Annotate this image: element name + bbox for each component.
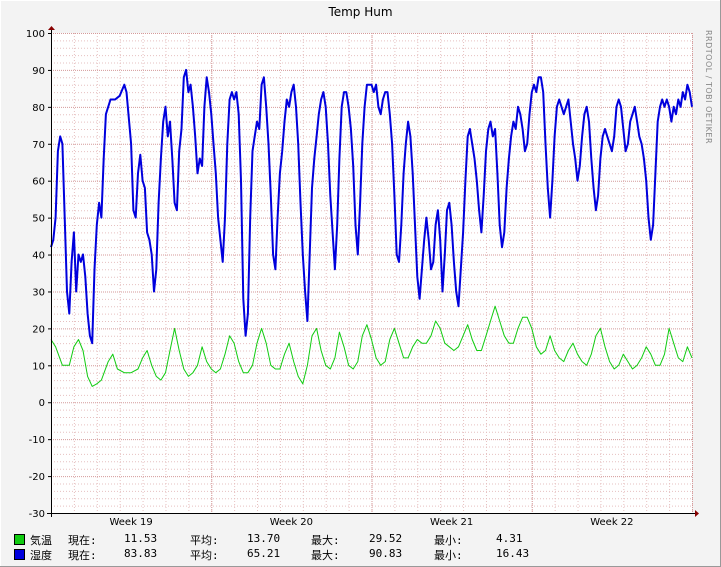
legend-swatch-temp <box>14 534 25 545</box>
watermark: RRDTOOL / TOBI OETIKER <box>704 30 713 145</box>
y-tick-label: 50 <box>32 214 45 225</box>
legend-now-value: 83.83 <box>124 547 158 560</box>
y-tick-label: 60 <box>32 177 45 188</box>
series-line-hum <box>50 68 693 345</box>
y-tick-label: 100 <box>26 29 45 40</box>
legend-now-label: 現在: <box>68 549 97 562</box>
x-tick-label: Week 20 <box>270 517 313 528</box>
legend-min-label: 最小: <box>434 534 463 547</box>
legend-max-value: 90.83 <box>369 547 403 560</box>
x-axis-arrow <box>695 510 699 517</box>
series-line-temp <box>50 305 693 387</box>
x-tick-label: Week 22 <box>590 517 633 528</box>
y-tick-label: 90 <box>32 66 45 77</box>
x-tick-label: Week 19 <box>109 517 152 528</box>
legend-max-value: 29.52 <box>369 532 403 545</box>
legend-avg-value: 65.21 <box>247 547 281 560</box>
legend-name-hum: 湿度 <box>30 549 52 562</box>
legend: 気温 現在: 11.53 平均: 13.70 最大: 29.52 最小: 4.3… <box>14 532 574 562</box>
legend-row-temp: 気温 現在: 11.53 平均: 13.70 最大: 29.52 最小: 4.3… <box>14 532 574 547</box>
legend-max-label: 最大: <box>311 549 340 562</box>
legend-now-value: 11.53 <box>124 532 158 545</box>
y-tick-label: -30 <box>29 509 45 520</box>
y-tick-label: -10 <box>29 435 45 446</box>
legend-avg-value: 13.70 <box>247 532 281 545</box>
legend-name-temp: 気温 <box>30 534 52 547</box>
x-tick-label: Week 21 <box>430 517 473 528</box>
y-tick-label: 40 <box>32 251 45 262</box>
y-tick-label: 70 <box>32 140 45 151</box>
legend-min-label: 最小: <box>434 549 463 562</box>
y-tick-label: 0 <box>39 398 45 409</box>
legend-min-value: 16.43 <box>496 547 530 560</box>
y-tick-label: 80 <box>32 103 45 114</box>
legend-min-value: 4.31 <box>496 532 523 545</box>
y-tick-label: 20 <box>32 324 45 335</box>
y-tick-label: 10 <box>32 361 45 372</box>
legend-max-label: 最大: <box>311 534 340 547</box>
legend-row-hum: 湿度 現在: 83.83 平均: 65.21 最大: 90.83 最小: 16.… <box>14 547 574 562</box>
y-tick-label: -20 <box>29 472 45 483</box>
chart-title: Temp Hum <box>328 5 393 19</box>
legend-avg-label: 平均: <box>190 549 219 562</box>
y-tick-label: 30 <box>32 287 45 298</box>
legend-avg-label: 平均: <box>190 534 219 547</box>
legend-swatch-hum <box>14 549 25 560</box>
y-axis-arrow <box>48 26 55 30</box>
legend-now-label: 現在: <box>68 534 97 547</box>
